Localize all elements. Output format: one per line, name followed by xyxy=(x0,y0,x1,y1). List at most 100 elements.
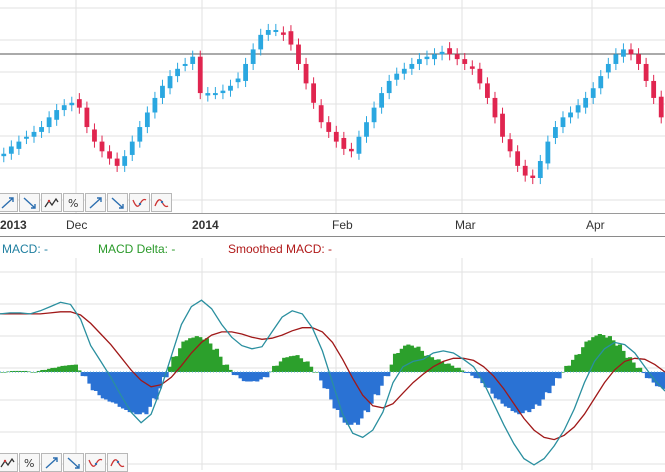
candlestick xyxy=(265,30,271,35)
wave-down-tool-button[interactable] xyxy=(85,453,106,472)
candlestick xyxy=(583,97,589,108)
arrow-up-tool-button[interactable] xyxy=(0,193,18,212)
candlestick xyxy=(386,80,392,94)
candlestick xyxy=(288,31,294,45)
macd-delta-bar xyxy=(151,372,156,399)
candlestick xyxy=(205,93,211,96)
macd-delta-bar xyxy=(429,357,435,372)
macd-delta-bar xyxy=(127,372,132,413)
macd-delta-bar xyxy=(530,372,535,409)
macd-delta-bar xyxy=(392,353,398,372)
macd-delta-bar xyxy=(47,368,52,372)
macd-delta-bar xyxy=(446,363,451,372)
macd-delta-bar xyxy=(520,372,525,414)
zigzag-tool-button[interactable] xyxy=(0,453,18,472)
macd-delta-bar xyxy=(396,353,401,372)
legend-macd-delta: MACD Delta: - xyxy=(98,242,176,256)
candlestick xyxy=(296,44,301,64)
macd-delta-bar xyxy=(295,355,300,372)
arrow-down-tool-button[interactable] xyxy=(19,193,40,212)
macd-delta-bar xyxy=(141,372,146,413)
macd-delta-bar xyxy=(13,370,18,372)
candlestick xyxy=(401,68,407,74)
legend-smoothed-macd: Smoothed MACD: - xyxy=(228,242,333,256)
macd-delta-bar xyxy=(416,346,421,372)
candlestick xyxy=(152,97,158,113)
macd-delta-bar xyxy=(83,372,89,377)
wave-up-tool-icon xyxy=(154,199,169,208)
macd-delta-bar xyxy=(305,361,310,372)
macd-delta-bar xyxy=(90,372,95,391)
macd-delta-bar xyxy=(110,372,115,403)
macd-delta-bar xyxy=(144,372,149,415)
macd-delta-bar xyxy=(493,372,498,399)
candlestick xyxy=(522,165,528,176)
macd-delta-bar xyxy=(443,363,448,372)
wave-down-tool-button[interactable] xyxy=(129,193,150,212)
macd-delta-bar xyxy=(423,355,428,372)
macd-delta-bar xyxy=(30,372,35,373)
macd-delta-bar xyxy=(634,367,639,372)
macd-delta-bar xyxy=(604,337,609,372)
candlestick xyxy=(356,136,362,154)
candlestick xyxy=(243,63,248,81)
trend-down-tool-button[interactable] xyxy=(63,453,84,472)
macd-delta-bar xyxy=(248,372,253,382)
wave-up-tool-button[interactable] xyxy=(107,453,128,472)
price-candlestick-chart xyxy=(0,0,665,213)
candlestick xyxy=(107,151,112,159)
candlestick xyxy=(99,141,105,152)
macd-delta-bar xyxy=(241,372,246,382)
candlestick xyxy=(545,141,551,164)
macd-delta-bar xyxy=(184,340,189,372)
candlestick xyxy=(658,96,664,118)
candlestick xyxy=(364,122,369,137)
candlestick xyxy=(515,151,521,166)
macd-delta-bar xyxy=(359,372,364,419)
macd-delta-bar xyxy=(607,336,612,372)
percent-tool-icon: % xyxy=(68,197,78,209)
macd-delta-bar xyxy=(577,354,582,372)
candlestick xyxy=(613,54,619,64)
macd-delta-bar xyxy=(597,334,602,372)
trend-up-tool-button[interactable] xyxy=(85,193,106,212)
candlestick xyxy=(280,32,286,35)
candlestick xyxy=(439,51,445,55)
macd-delta-bar xyxy=(124,372,129,410)
macd-delta-bar xyxy=(379,372,384,386)
macd-delta-bar xyxy=(544,372,549,393)
percent-tool-button[interactable]: % xyxy=(63,193,84,212)
macd-delta-bar xyxy=(339,372,344,418)
macd-delta-bar xyxy=(355,372,361,425)
wave-up-tool-button[interactable] xyxy=(151,193,172,212)
percent-tool-button[interactable]: % xyxy=(19,453,40,472)
candlestick xyxy=(379,93,385,108)
macd-delta-bar xyxy=(352,372,357,423)
wave-down-tool-icon xyxy=(132,198,147,207)
macd-delta-bar xyxy=(20,370,25,372)
candlestick xyxy=(318,105,324,123)
macd-delta-bar xyxy=(309,366,314,372)
macd-delta-bar xyxy=(497,372,502,400)
candlestick xyxy=(598,76,604,89)
macd-delta-bar xyxy=(486,372,492,388)
candlestick xyxy=(394,73,400,80)
macd-delta-bar xyxy=(591,337,596,372)
macd-delta-bar xyxy=(100,372,105,399)
zigzag-tool-button[interactable] xyxy=(41,193,62,212)
candlestick xyxy=(462,59,468,64)
trend-up-tool-button[interactable] xyxy=(41,453,62,472)
candlestick xyxy=(54,110,60,120)
macd-delta-bar xyxy=(503,372,508,407)
x-tick-label-2014: 2014 xyxy=(192,218,219,232)
trend-down-tool-button[interactable] xyxy=(107,193,128,212)
candlestick xyxy=(568,112,573,118)
candlestick xyxy=(500,113,505,137)
macd-delta-bar xyxy=(594,335,599,372)
candlestick xyxy=(190,56,196,64)
macd-delta-bar xyxy=(534,372,539,405)
macd-delta-bar xyxy=(292,355,297,372)
macd-delta-bar xyxy=(218,356,223,372)
svg-text:%: % xyxy=(68,197,78,209)
macd-delta-bar xyxy=(117,372,122,407)
